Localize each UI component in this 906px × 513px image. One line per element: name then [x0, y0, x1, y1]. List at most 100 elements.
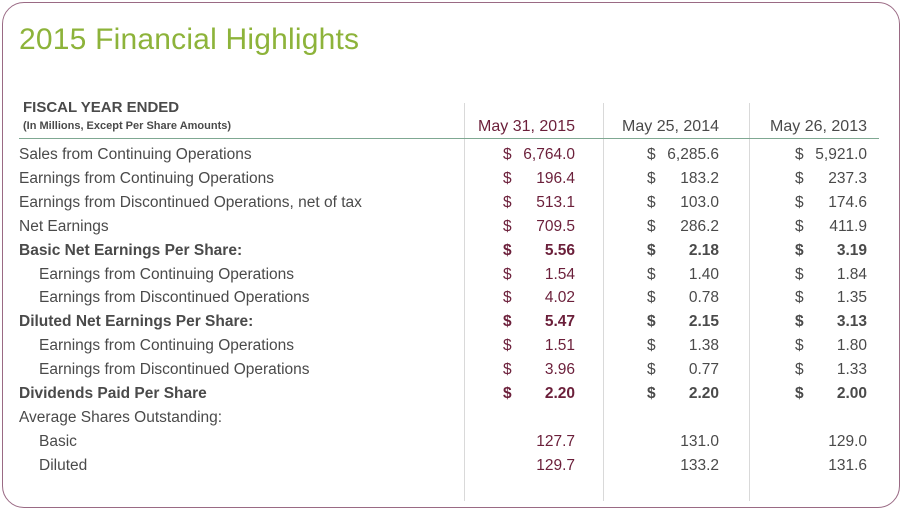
row-label: Net Earnings — [19, 217, 109, 235]
value-cell: $1.80 — [795, 337, 867, 361]
cell-value: 127.7 — [536, 432, 575, 450]
cell-value: 513.1 — [536, 193, 575, 211]
currency-symbol: $ — [503, 385, 512, 402]
value-cell — [503, 409, 575, 433]
cell-value: 1.40 — [688, 265, 719, 283]
table-row: Earnings from Continuing Operations $1.51… — [3, 337, 901, 361]
currency-symbol: $ — [503, 241, 512, 259]
currency-symbol: $ — [503, 146, 512, 163]
cell-value: 174.6 — [828, 193, 867, 211]
cell-value: 1.84 — [836, 265, 867, 283]
currency-symbol: $ — [503, 337, 512, 355]
value-cell: $5.56 — [503, 242, 575, 266]
currency-symbol: $ — [647, 146, 656, 163]
value-cell — [647, 409, 719, 433]
row-label: Diluted — [39, 456, 88, 474]
row-label: Average Shares Outstanding: — [19, 408, 223, 426]
cell-value: 286.2 — [680, 217, 719, 235]
row-label: Earnings from Discontinued Operations — [39, 289, 310, 307]
currency-symbol: $ — [795, 361, 804, 379]
row-label: Earnings from Continuing Operations — [39, 337, 295, 355]
currency-symbol: $ — [503, 169, 512, 187]
cell-value: 5,921.0 — [815, 146, 867, 163]
value-cell: 131.6 — [795, 457, 867, 481]
currency-symbol: $ — [647, 193, 656, 211]
currency-symbol: $ — [503, 313, 512, 331]
currency-symbol: $ — [795, 169, 804, 187]
table-row: Basic Net Earnings Per Share: $5.56 $2.18 $… — [3, 242, 901, 266]
cell-value: 2.15 — [688, 313, 719, 331]
cell-value: 709.5 — [536, 217, 575, 235]
cell-value: 103.0 — [680, 193, 719, 211]
row-label: Earnings from Discontinued Operations — [39, 361, 310, 379]
value-cell: $4.02 — [503, 289, 575, 313]
value-cell: $513.1 — [503, 194, 575, 218]
cell-value: 1.38 — [688, 337, 719, 355]
cell-value: 196.4 — [536, 169, 575, 187]
value-cell: $286.2 — [647, 218, 719, 242]
row-label: Dividends Paid Per Share — [19, 385, 207, 402]
currency-symbol: $ — [503, 193, 512, 211]
value-cell: $1.84 — [795, 266, 867, 290]
value-cell: 129.0 — [795, 433, 867, 457]
value-cell: $2.20 — [647, 385, 719, 409]
value-cell: $103.0 — [647, 194, 719, 218]
currency-symbol: $ — [795, 146, 804, 163]
value-cell: $1.51 — [503, 337, 575, 361]
value-cell: $1.38 — [647, 337, 719, 361]
table-row: Earnings from Discontinued Operations, n… — [3, 194, 901, 218]
value-cell: $2.00 — [795, 385, 867, 409]
cell-value: 3.19 — [836, 241, 867, 259]
cell-value: 133.2 — [680, 456, 719, 474]
currency-symbol: $ — [647, 385, 656, 402]
value-cell: $0.78 — [647, 289, 719, 313]
cell-value: 5.47 — [544, 313, 575, 331]
header-rule — [19, 138, 879, 139]
currency-symbol: $ — [503, 289, 512, 307]
value-cell: 127.7 — [503, 433, 575, 457]
value-cell: $2.18 — [647, 242, 719, 266]
value-cell — [795, 409, 867, 433]
column-divider — [464, 103, 465, 501]
currency-symbol: $ — [503, 265, 512, 283]
cell-value: 3.96 — [544, 361, 575, 379]
value-cell: $237.3 — [795, 170, 867, 194]
column-header-2014: May 25, 2014 — [622, 118, 719, 135]
cell-value: 1.54 — [544, 265, 575, 283]
currency-symbol: $ — [795, 217, 804, 235]
table-row: Sales from Continuing Operations $6,764.0… — [3, 146, 901, 170]
cell-value: 2.20 — [688, 385, 719, 402]
value-cell: $6,285.6 — [647, 146, 719, 170]
value-cell: $1.35 — [795, 289, 867, 313]
table-row: Earnings from Continuing Operations $1.54… — [3, 266, 901, 290]
value-cell: 133.2 — [647, 457, 719, 481]
cell-value: 0.77 — [688, 361, 719, 379]
currency-symbol: $ — [647, 217, 656, 235]
row-label: Basic Net Earnings Per Share: — [19, 241, 243, 259]
cell-value: 3.13 — [836, 313, 867, 331]
currency-symbol: $ — [795, 265, 804, 283]
cell-value: 131.6 — [828, 456, 867, 474]
units-note: (In Millions, Except Per Share Amounts) — [23, 120, 232, 132]
fiscal-year-label: FISCAL YEAR ENDED — [23, 99, 180, 116]
cell-value: 1.80 — [836, 337, 867, 355]
currency-symbol: $ — [795, 241, 804, 259]
value-cell: $1.33 — [795, 361, 867, 385]
column-divider — [603, 103, 604, 501]
row-label: Diluted Net Earnings Per Share: — [19, 313, 254, 331]
cell-value: 0.78 — [688, 289, 719, 307]
currency-symbol: $ — [795, 289, 804, 307]
cell-value: 2.20 — [544, 385, 575, 402]
currency-symbol: $ — [647, 313, 656, 331]
cell-value: 1.35 — [836, 289, 867, 307]
cell-value: 1.51 — [544, 337, 575, 355]
cell-value: 5.56 — [544, 241, 575, 259]
currency-symbol: $ — [795, 337, 804, 355]
cell-value: 129.0 — [828, 432, 867, 450]
value-cell: 131.0 — [647, 433, 719, 457]
currency-symbol: $ — [795, 193, 804, 211]
value-cell: $411.9 — [795, 218, 867, 242]
value-cell: $0.77 — [647, 361, 719, 385]
table-row: Diluted 129.7 133.2 131.6 — [3, 457, 901, 481]
column-divider — [749, 103, 750, 501]
